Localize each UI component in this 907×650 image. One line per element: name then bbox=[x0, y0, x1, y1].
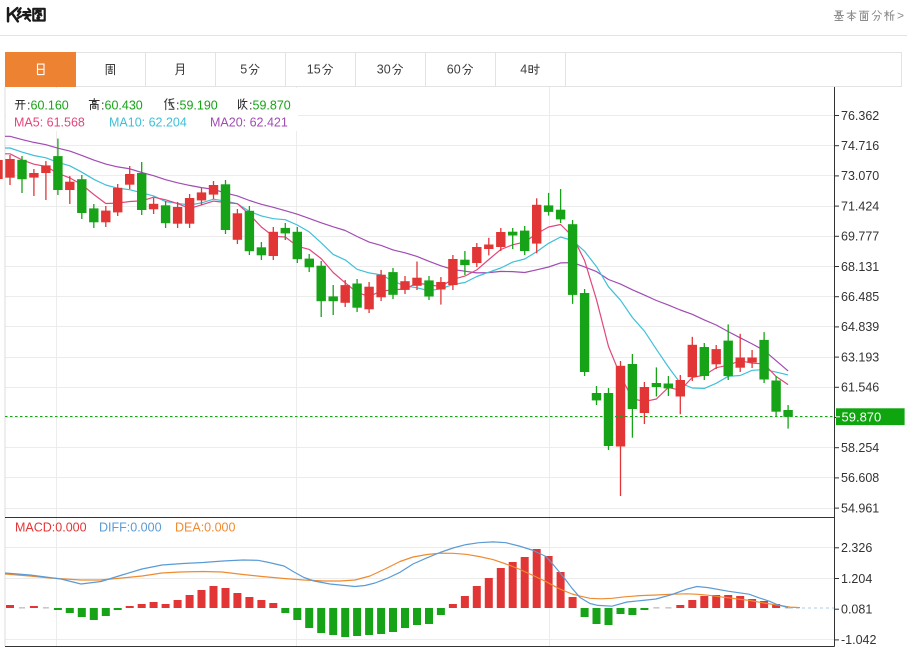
svg-text:15: 15 bbox=[307, 63, 321, 77]
svg-text:66.485: 66.485 bbox=[841, 290, 879, 304]
svg-text:0.081: 0.081 bbox=[841, 603, 872, 617]
svg-text:>: > bbox=[897, 9, 904, 23]
svg-text:MA5: 61.568: MA5: 61.568 bbox=[14, 116, 85, 130]
svg-text:4: 4 bbox=[520, 63, 527, 77]
svg-text::: : bbox=[176, 99, 179, 113]
svg-text:61.546: 61.546 bbox=[841, 381, 879, 395]
svg-text:69.777: 69.777 bbox=[841, 230, 879, 244]
svg-text:76.362: 76.362 bbox=[841, 109, 879, 123]
svg-text:59.870: 59.870 bbox=[842, 410, 882, 425]
svg-text:59.190: 59.190 bbox=[180, 99, 218, 113]
svg-text:64.839: 64.839 bbox=[841, 320, 879, 334]
svg-text:58.254: 58.254 bbox=[841, 441, 879, 455]
svg-text:68.131: 68.131 bbox=[841, 260, 879, 274]
svg-text:74.716: 74.716 bbox=[841, 139, 879, 153]
svg-text:MA10: 62.204: MA10: 62.204 bbox=[109, 116, 187, 130]
svg-text:54.961: 54.961 bbox=[841, 501, 879, 515]
svg-text:MA20: 62.421: MA20: 62.421 bbox=[210, 116, 288, 130]
svg-text:60: 60 bbox=[447, 63, 461, 77]
svg-text:DIFF:0.000: DIFF:0.000 bbox=[99, 521, 162, 535]
svg-text::: : bbox=[249, 99, 252, 113]
svg-text:MACD:0.000: MACD:0.000 bbox=[15, 521, 87, 535]
svg-text:DEA:0.000: DEA:0.000 bbox=[175, 521, 236, 535]
svg-text:30: 30 bbox=[377, 63, 391, 77]
svg-text:59.870: 59.870 bbox=[253, 99, 291, 113]
svg-text:2.326: 2.326 bbox=[841, 541, 872, 555]
svg-text:71.424: 71.424 bbox=[841, 199, 879, 213]
svg-text:60.160: 60.160 bbox=[31, 99, 69, 113]
svg-text:73.070: 73.070 bbox=[841, 169, 879, 183]
svg-text:56.608: 56.608 bbox=[841, 471, 879, 485]
svg-text:1.204: 1.204 bbox=[841, 572, 872, 586]
svg-text::: : bbox=[101, 99, 104, 113]
svg-text:-1.042: -1.042 bbox=[841, 633, 876, 647]
svg-text:63.193: 63.193 bbox=[841, 350, 879, 364]
svg-text::: : bbox=[27, 99, 30, 113]
svg-text:5: 5 bbox=[240, 63, 247, 77]
svg-text:60.430: 60.430 bbox=[105, 99, 143, 113]
